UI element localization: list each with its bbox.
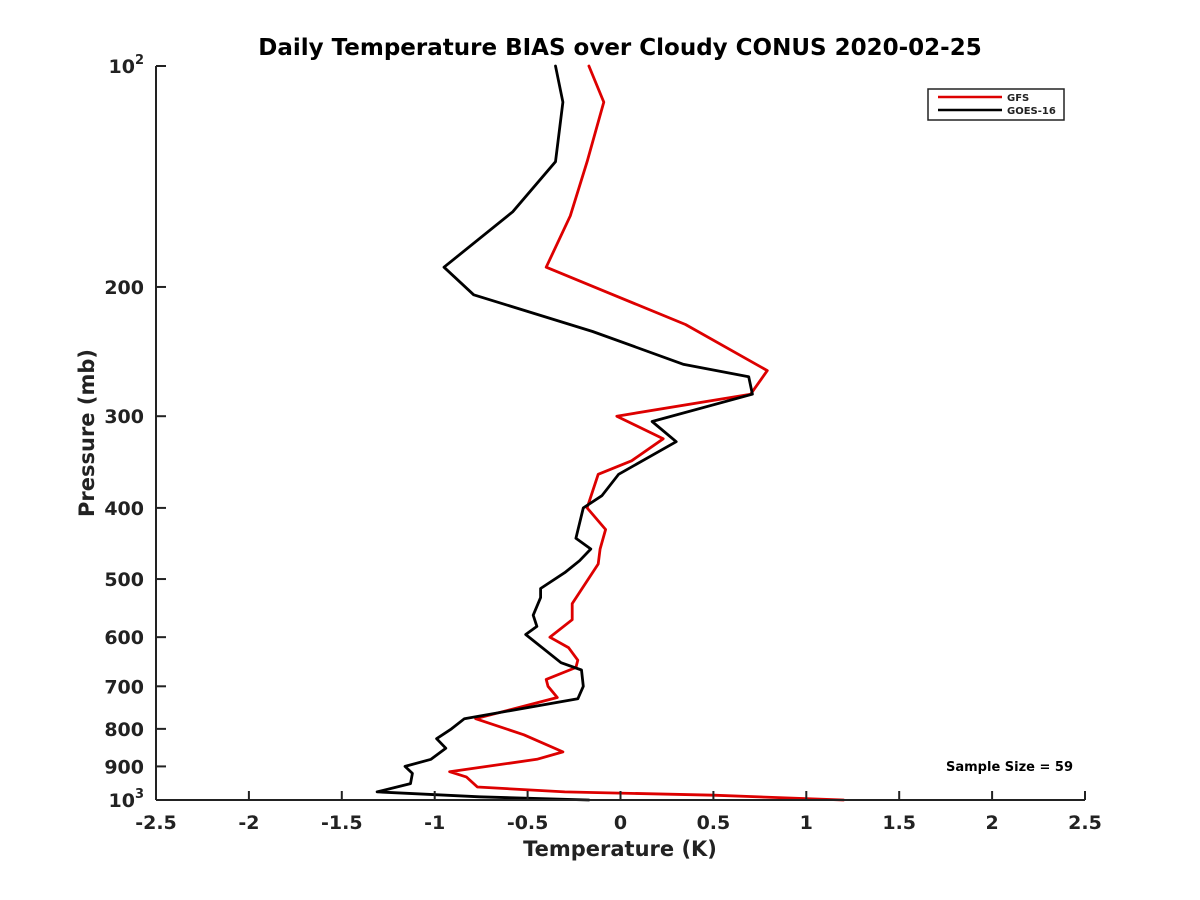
y-tick-label: 800 [104,719,144,741]
x-tick-label: 0.5 [697,812,731,834]
x-tick-label: -0.5 [507,812,549,834]
y-tick-label: 400 [104,498,144,520]
x-axis-label: Temperature (K) [523,837,717,861]
y-tick-label: 200 [104,277,144,299]
legend-label-goes16: GOES-16 [1007,106,1056,117]
x-tick-label: -1 [424,812,445,834]
legend-box [927,88,1065,121]
x-tick-label: 2 [985,812,998,834]
series-line-goes-16 [375,64,754,802]
x-tick-label: -2.5 [135,812,177,834]
x-tick-label: 1.5 [882,812,916,834]
y-axis-label: Pressure (mb) [75,349,99,517]
plot-area: -2.5 -2 -1.5 -1 -0.5 0 0.5 1 1.5 2 2.5 102 200 300 40… [104,53,1102,834]
y-tick-label: 900 [104,756,144,778]
legend-label-gfs: GFS [1007,93,1029,104]
x-axis-ticks: -2.5 -2 -1.5 -1 -0.5 0 0.5 1 1.5 2 2.5 [135,791,1102,834]
series-line-gfs [448,64,845,802]
chart-title: Daily Temperature BIAS over Cloudy CONUS… [258,35,981,61]
x-tick-label: 2.5 [1068,812,1102,834]
y-tick-label: 102 [109,53,145,78]
x-tick-label: -2 [238,812,259,834]
sample-size-annotation: Sample Size = 59 [946,760,1073,775]
y-tick-label: 300 [104,406,144,428]
y-tick-label: 700 [104,676,144,698]
y-tick-label: 500 [104,569,144,591]
legend: GFS GOES-16 [927,88,1065,121]
y-tick-label: 103 [109,787,145,812]
x-tick-label: -1.5 [321,812,363,834]
y-axis-ticks: 102 200 300 400 500 600 700 800 900 103 [104,53,166,812]
y-tick-label: 600 [104,627,144,649]
x-tick-label: 0 [614,812,627,834]
series-layer [375,64,845,802]
x-tick-label: 1 [800,812,813,834]
